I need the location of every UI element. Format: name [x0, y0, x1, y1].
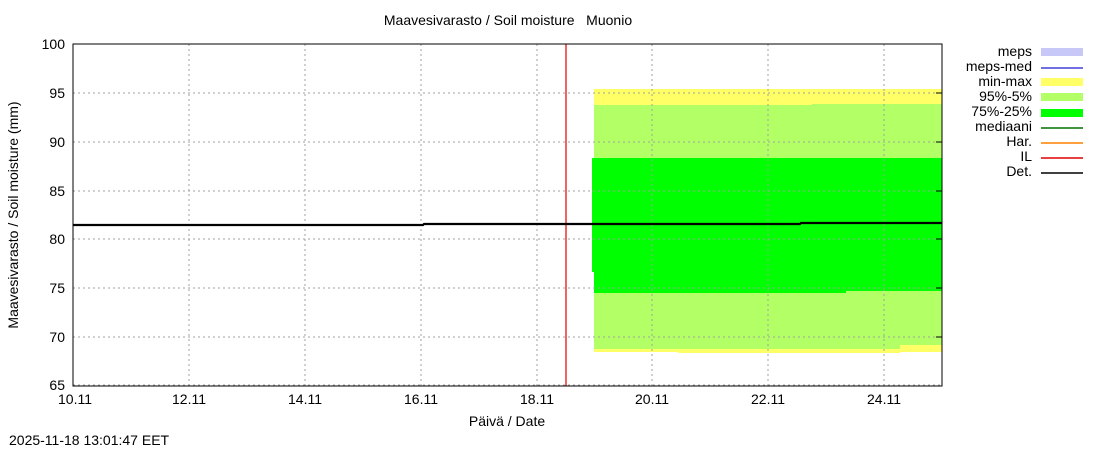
y-tick-label: 85 — [49, 183, 65, 199]
plot-frame — [72, 43, 943, 387]
x-tick-label: 14.11 — [288, 391, 322, 407]
legend-label-mediaani: mediaani — [975, 118, 1032, 134]
legend-label-meps-med: meps-med — [965, 58, 1032, 74]
y-tick-label: 90 — [49, 134, 65, 150]
y-tick-label: 80 — [49, 231, 65, 247]
legend-label-min-max: min-max — [978, 73, 1032, 89]
y-tick-label: 65 — [49, 377, 65, 393]
x-tick-label: 10.11 — [58, 391, 92, 407]
timestamp: 2025-11-18 13:01:47 EET — [9, 432, 170, 448]
y-tick-label: 70 — [49, 329, 65, 345]
x-tick-label: 12.11 — [172, 391, 206, 407]
x-tick-label: 22.11 — [751, 391, 785, 407]
legend-swatch-95-5 — [1041, 93, 1083, 101]
det-line — [73, 221, 942, 227]
legend-swatch-meps — [1041, 48, 1083, 56]
x-tick-label: 24.11 — [867, 391, 901, 407]
x-tick-label: 18.11 — [520, 391, 554, 407]
x-axis-label: Päivä / Date — [468, 413, 546, 429]
legend-swatch-75-25 — [1041, 109, 1083, 117]
chart-title: Maavesivarasto / Soil moisture Muonio — [383, 12, 633, 28]
y-tick-label: 95 — [49, 85, 65, 101]
legend-label-il: IL — [1020, 148, 1032, 164]
legend-label-det: Det. — [1006, 163, 1032, 179]
legend-swatches — [1041, 48, 1083, 174]
legend-label-meps: meps — [997, 43, 1032, 59]
y-tick-label: 75 — [49, 280, 65, 296]
x-tick-label: 20.11 — [635, 391, 669, 407]
legend-label-75-25: 75%-25% — [971, 103, 1032, 119]
legend-label-har: Har. — [1006, 133, 1032, 149]
y-tick-label: 100 — [41, 36, 65, 52]
legend-label-95-5: 95%-5% — [979, 88, 1032, 104]
legend-swatch-min-max — [1041, 78, 1083, 86]
band-75-25 — [592, 158, 942, 293]
grid — [73, 44, 942, 386]
x-tick-label: 16.11 — [404, 391, 438, 407]
